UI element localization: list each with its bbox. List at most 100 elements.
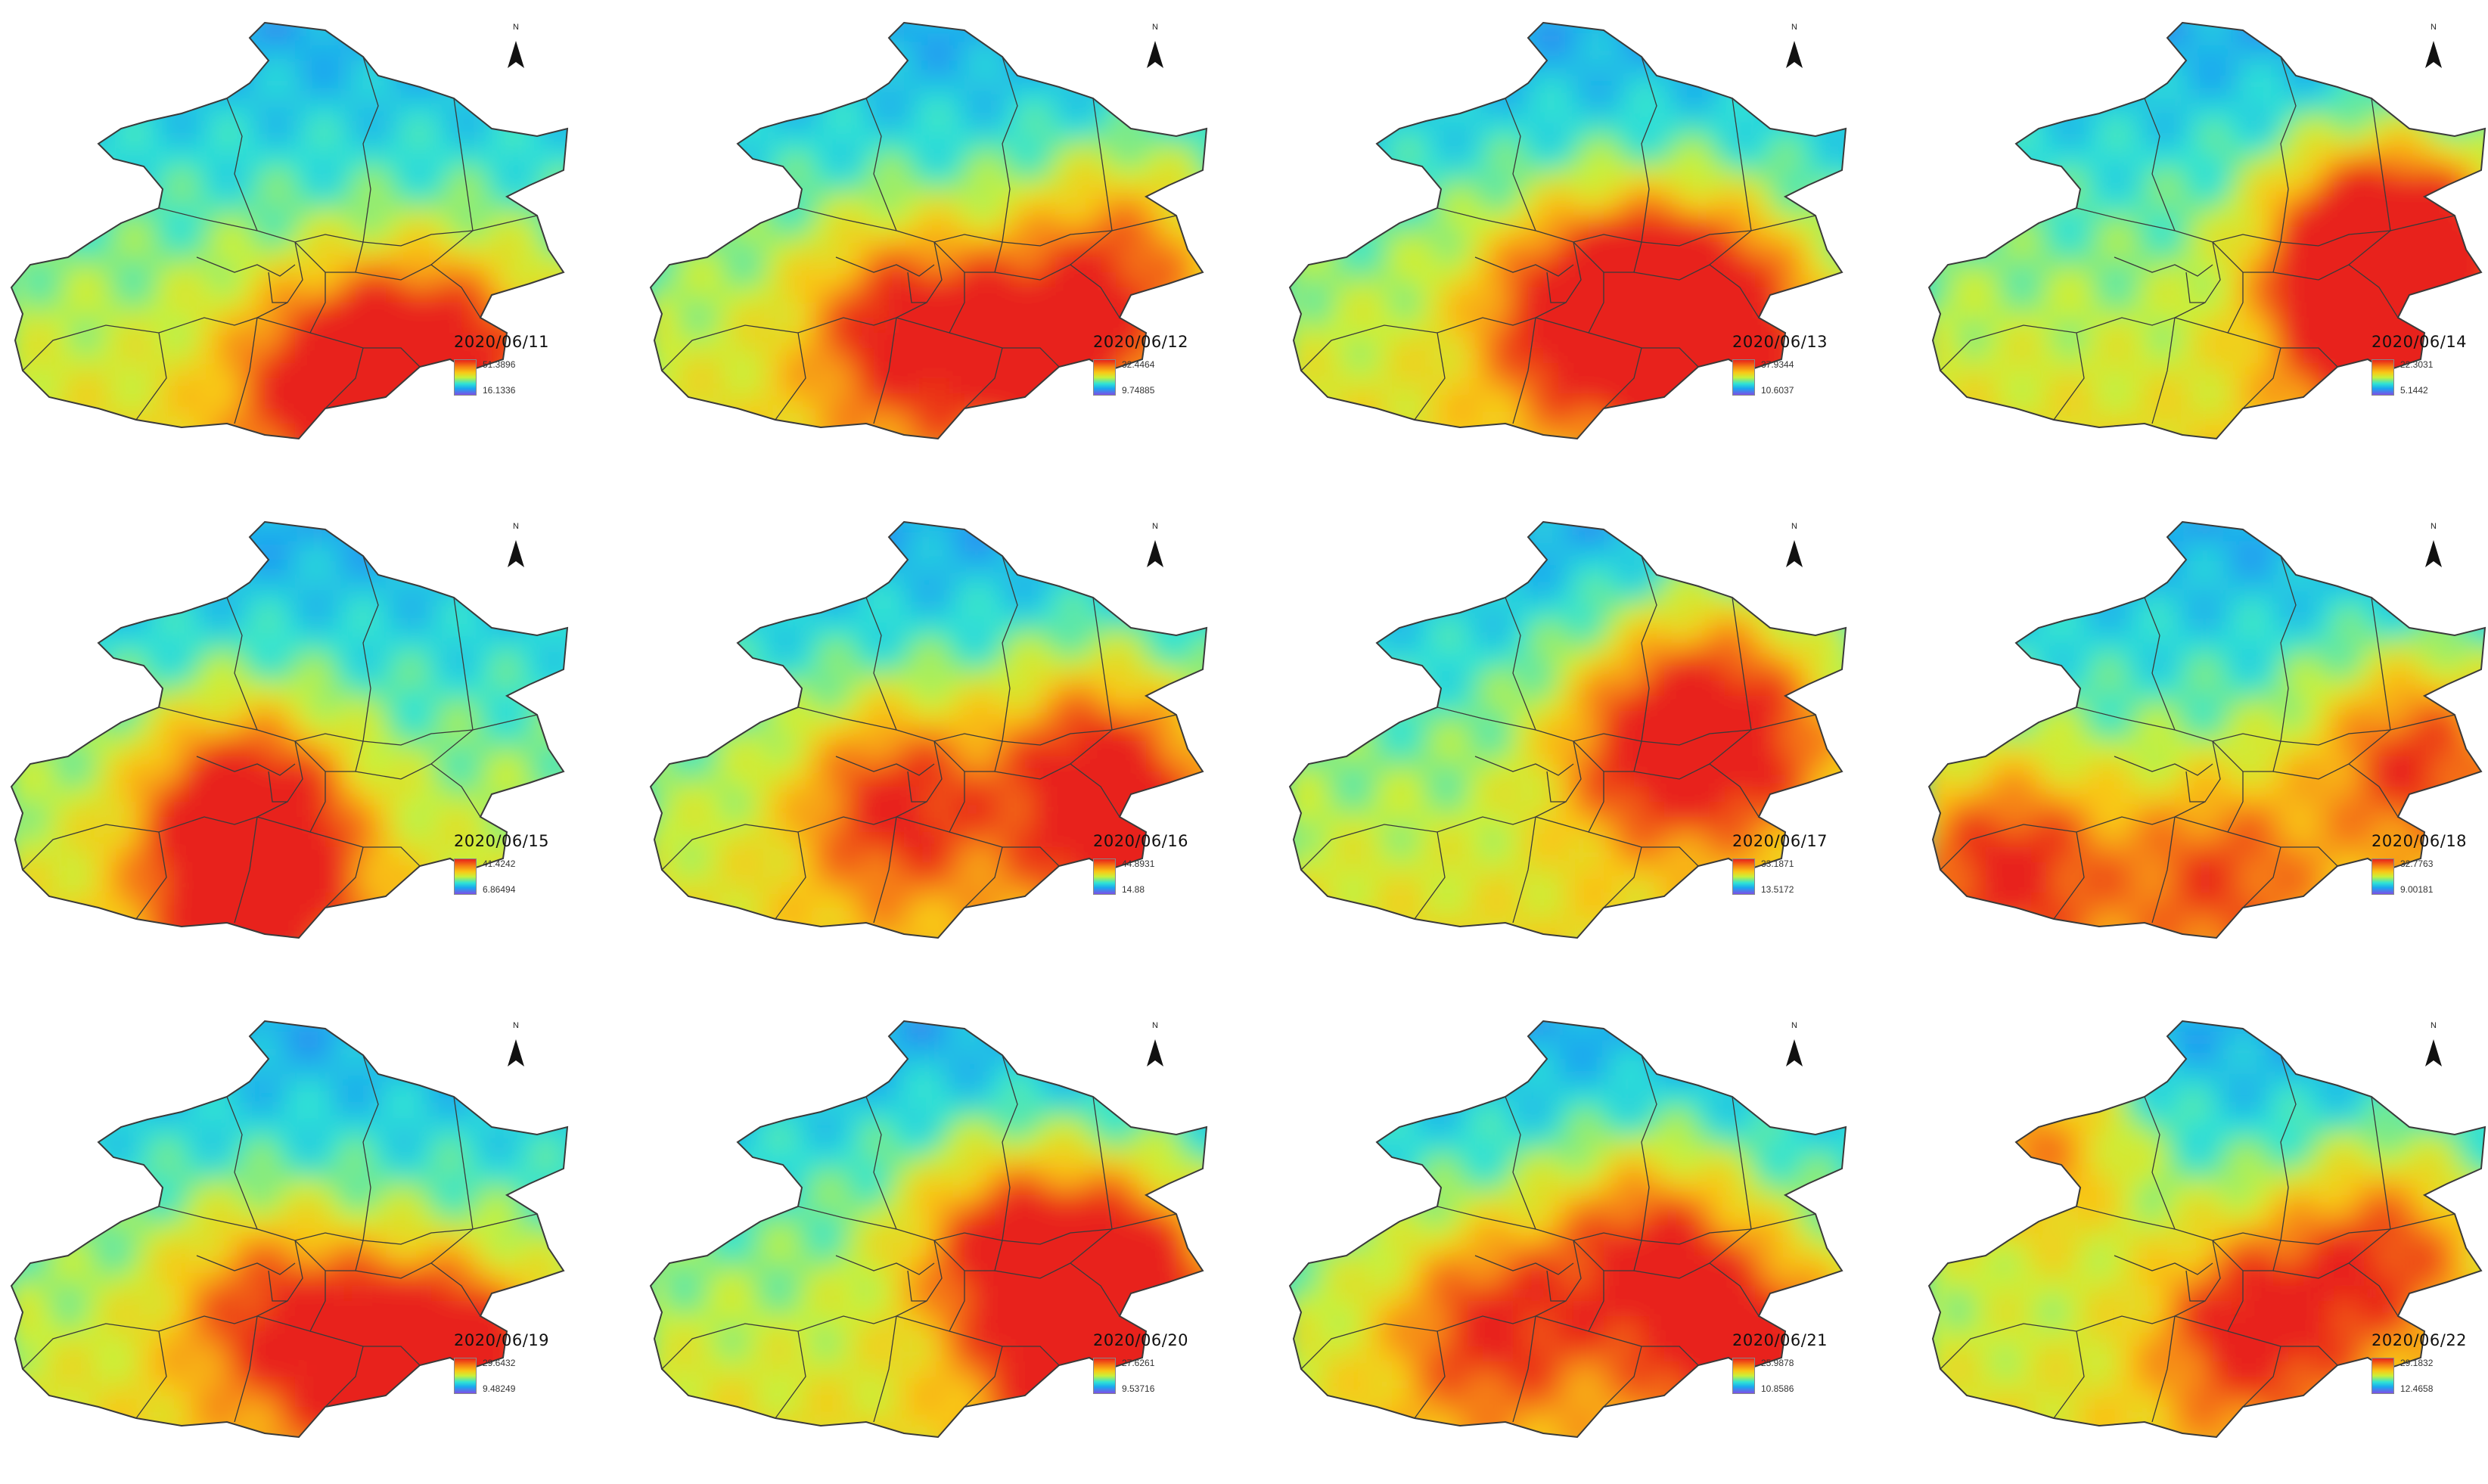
district-boundary — [2053, 1330, 2085, 1419]
color-legend: 37.9344 10.6037 — [1732, 359, 1838, 405]
heat-map — [1288, 520, 1847, 939]
district-boundary — [2174, 1271, 2244, 1332]
city-outline — [649, 21, 1208, 440]
color-legend: 51.3896 16.1336 — [454, 359, 560, 405]
district-boundary — [268, 1270, 287, 1302]
district-boundary — [907, 272, 927, 303]
district-boundary — [256, 1271, 326, 1332]
district-boundary — [1414, 332, 1446, 421]
map-panel: N 2020/06/19 29.6432 9.48249 — [8, 1014, 620, 1452]
district-boundary — [1546, 272, 1566, 303]
district-boundary — [309, 1330, 421, 1366]
heat-map — [1288, 1020, 1847, 1439]
district-boundary — [1641, 1054, 1657, 1241]
district-boundary — [256, 272, 326, 334]
district-boundary — [949, 831, 1060, 867]
district-boundary — [964, 1346, 1003, 1408]
district-boundary — [2185, 1270, 2205, 1302]
district-boundary — [2076, 1206, 2455, 1245]
district-boundary — [964, 347, 1003, 409]
district-boundary — [873, 816, 897, 924]
north-label: N — [1791, 522, 1797, 531]
district-boundary — [22, 1240, 303, 1370]
color-legend: 29.1832 12.4658 — [2372, 1358, 2477, 1403]
district-boundary — [661, 1240, 943, 1370]
district-boundary — [226, 1096, 258, 1230]
district-boundary — [1437, 706, 1816, 746]
district-boundary — [135, 332, 167, 421]
legend-max-value: 51.3896 — [483, 359, 516, 370]
district-boundary — [135, 831, 167, 920]
district-boundary — [158, 1206, 538, 1245]
map-panel: N 2020/06/17 33.1871 13.5172 — [1286, 514, 1899, 953]
district-boundary — [1505, 98, 1536, 231]
district-boundary — [2272, 729, 2391, 780]
district-boundary — [1573, 1240, 1642, 1271]
map-date-label: 2020/06/18 — [2372, 832, 2468, 850]
district-boundary — [1437, 1206, 1816, 1245]
legend-color-bar — [1732, 1358, 1755, 1394]
legend-max-value: 37.9344 — [1761, 359, 1794, 370]
district-boundary — [896, 272, 965, 334]
map-panel: N 2020/06/22 29.1832 12.4658 — [1925, 1014, 2488, 1452]
district-boundary — [907, 771, 927, 803]
district-boundary — [896, 1271, 965, 1332]
map-date-label: 2020/06/12 — [1093, 333, 1189, 351]
map-date-label: 2020/06/17 — [1732, 832, 1828, 850]
district-boundary — [453, 1096, 474, 1230]
district-boundary — [2144, 1096, 2176, 1230]
district-boundary — [1474, 1255, 1574, 1275]
north-arrow-icon: N — [501, 23, 531, 76]
north-arrow-icon: N — [501, 1021, 531, 1074]
north-label: N — [2431, 23, 2437, 32]
district-boundary — [1633, 230, 1752, 281]
map-panel: N 2020/06/20 27.6261 9.53716 — [647, 1014, 1260, 1452]
legend-max-value: 32.7763 — [2400, 858, 2434, 869]
district-boundary — [1300, 241, 1582, 371]
district-boundary — [234, 816, 258, 924]
district-boundary — [355, 230, 474, 281]
legend-min-value: 16.1336 — [483, 385, 516, 396]
north-arrow-icon: N — [2418, 23, 2449, 76]
north-arrow-icon: N — [1779, 522, 1809, 575]
map-date-label: 2020/06/21 — [1732, 1331, 1828, 1349]
north-arrow-icon: N — [1140, 23, 1170, 76]
district-boundary — [2348, 1262, 2399, 1317]
district-boundary — [362, 1054, 379, 1241]
heat-map — [1927, 21, 2486, 440]
city-outline — [1288, 520, 1847, 939]
district-boundary — [1070, 1262, 1120, 1317]
district-boundary — [1002, 555, 1018, 742]
district-boundary — [994, 230, 1113, 281]
city-outline — [1288, 1020, 1847, 1439]
district-boundary — [309, 831, 421, 867]
district-boundary — [135, 1330, 167, 1419]
district-boundary — [1940, 1240, 2221, 1370]
district-boundary — [865, 98, 897, 231]
district-boundary — [1414, 1330, 1446, 1419]
district-boundary — [1505, 597, 1536, 731]
district-boundary — [355, 729, 474, 780]
map-date-label: 2020/06/11 — [454, 333, 550, 351]
district-boundary — [1633, 1228, 1752, 1279]
district-boundary — [2212, 1240, 2281, 1271]
district-boundary — [196, 756, 296, 776]
district-boundary — [158, 706, 538, 746]
district-boundary — [2242, 846, 2281, 908]
district-boundary — [1070, 763, 1120, 818]
north-label: N — [1791, 1021, 1797, 1030]
map-date-label: 2020/06/15 — [454, 832, 550, 850]
map-panel: N 2020/06/16 44.8931 14.88 — [647, 514, 1260, 953]
district-boundary — [1709, 264, 1760, 318]
map-date-label: 2020/06/19 — [454, 1331, 550, 1349]
legend-color-bar — [1732, 858, 1755, 895]
map-date-label: 2020/06/22 — [2372, 1331, 2468, 1349]
district-boundary — [1573, 241, 1642, 273]
district-boundary — [797, 1206, 1177, 1245]
district-boundary — [234, 317, 258, 424]
heat-map — [649, 520, 1208, 939]
map-date-label: 2020/06/14 — [2372, 333, 2468, 351]
legend-min-value: 13.5172 — [1761, 884, 1794, 895]
district-boundary — [362, 555, 379, 742]
